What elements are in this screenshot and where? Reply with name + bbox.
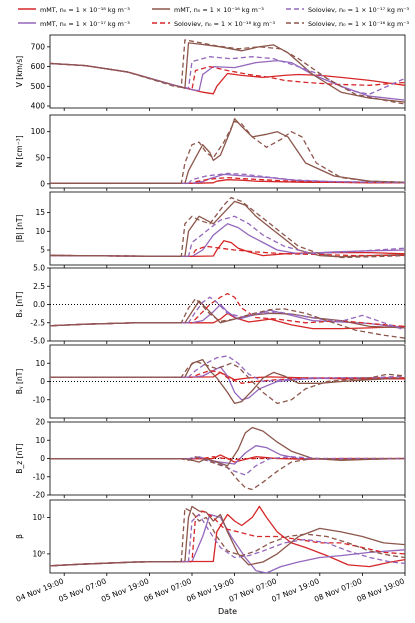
panel-frame [49, 34, 406, 109]
y-tick-label: 5 [40, 246, 45, 255]
y-tick-label: 500 [31, 82, 46, 91]
x-tick-label: 08 Nov 07:00 [313, 576, 363, 603]
y-tick-label: 600 [31, 62, 46, 71]
series-line [50, 292, 405, 328]
series-line [50, 312, 405, 330]
legend-label: mMT, n₀ = 1 × 10⁻¹⁸ kg m⁻³ [40, 6, 130, 14]
series-line [50, 42, 405, 103]
legend-label: mMT, n₀ = 1 × 10⁻¹⁷ kg m⁻³ [40, 20, 130, 28]
series-line [50, 118, 405, 184]
series-line [50, 200, 405, 258]
legend-label: Soloviev, n₀ = 1 × 10⁻¹⁶ kg m⁻³ [308, 20, 410, 28]
series-line [50, 298, 405, 339]
series-line [50, 56, 405, 95]
y-axis-label: B_z [nT] [15, 443, 24, 473]
y-tick-label: 0 [40, 377, 45, 386]
y-tick-label: 100 [31, 127, 46, 136]
y-tick-label: 5.0 [33, 264, 45, 273]
series-line [50, 507, 405, 567]
y-tick-label: -20 [33, 491, 45, 500]
series-line [50, 296, 405, 331]
y-axis-label: Bᵧ [nT] [15, 369, 24, 395]
y-tick-label: 0 [40, 454, 45, 463]
x-tick-label: 07 Nov 19:00 [270, 576, 320, 603]
series-line [50, 240, 405, 258]
x-tick-label: 05 Nov 07:00 [57, 576, 107, 603]
panel-1: 0 50 100 N [cm⁻³] [15, 114, 406, 191]
panel-frame [49, 114, 406, 189]
y-tick-label: 2.5 [33, 282, 45, 291]
panel-0: 400 500 600 700 V [km/s] [15, 34, 406, 111]
y-tick-label: 20 [35, 418, 45, 427]
y-tick-label: 15 [35, 208, 45, 217]
panel-frame [49, 191, 406, 266]
y-tick-label: 400 [31, 102, 46, 111]
y-tick-label: 10¹ [32, 513, 45, 522]
y-tick-label: -10 [33, 472, 45, 481]
y-tick-label: 50 [35, 153, 45, 162]
legend-label: mMT, n₀ = 1 × 10⁻¹⁶ kg m⁻³ [174, 6, 264, 14]
series-line [50, 510, 405, 567]
series-line [50, 215, 405, 258]
panel-6: 10⁰ 10¹ β [15, 499, 406, 576]
series-line [50, 355, 405, 383]
panel-2: 5 10 15 |B| [nT] [15, 191, 406, 268]
y-axis-label: V [km/s] [15, 56, 24, 88]
y-tick-label: 700 [31, 42, 46, 51]
x-tick-label: 05 Nov 19:00 [100, 576, 150, 603]
y-axis-label: β [15, 534, 24, 539]
y-tick-label: 10 [35, 227, 45, 236]
series-line [50, 360, 405, 405]
series-line [50, 505, 405, 567]
y-tick-label: 10 [35, 359, 45, 368]
y-axis-label: |B| [nT] [15, 215, 24, 243]
x-tick-label: 06 Nov 19:00 [185, 576, 235, 603]
y-tick-label: -5.0 [30, 337, 45, 346]
y-tick-label: 0.0 [33, 300, 45, 309]
y-tick-label: -10 [33, 395, 45, 404]
series-line [50, 120, 405, 184]
x-axis-label: Date [218, 607, 237, 616]
y-axis-label: Bₓ [nT] [15, 291, 24, 317]
panel-frame [49, 499, 406, 574]
x-tick-label: 04 Nov 19:00 [15, 576, 65, 603]
series-line [50, 513, 405, 567]
y-axis-label: N [cm⁻³] [15, 135, 24, 167]
series-line [50, 358, 405, 405]
series-line [50, 456, 405, 476]
legend-label: Soloviev, n₀ = 1 × 10⁻¹⁷ kg m⁻³ [308, 6, 410, 14]
y-tick-label: 0 [40, 179, 45, 188]
series-line [50, 196, 405, 259]
x-tick-label: 07 Nov 07:00 [228, 576, 278, 603]
panel-5: -20 -10 0 10 20 B_z [nT] [15, 418, 406, 500]
series-line [50, 426, 405, 467]
x-tick-label: 08 Nov 19:00 [355, 576, 405, 603]
legend-label: Soloviev, n₀ = 1 × 10⁻¹⁸ kg m⁻³ [174, 20, 276, 28]
y-tick-label: -2.5 [30, 318, 45, 327]
series-line [50, 223, 405, 258]
x-tick-label: 06 Nov 07:00 [142, 576, 192, 603]
series-line [50, 456, 405, 491]
series-line [50, 505, 405, 568]
panel-3: -5.0 -2.5 0.0 2.5 5.0 Bₓ [nT] [15, 264, 406, 346]
y-tick-label: 10⁰ [32, 549, 45, 558]
series-line [50, 371, 405, 381]
y-tick-label: 10 [35, 436, 45, 445]
panel-4: -10 0 10 Bᵧ [nT] [15, 344, 406, 421]
series-line [50, 39, 405, 105]
